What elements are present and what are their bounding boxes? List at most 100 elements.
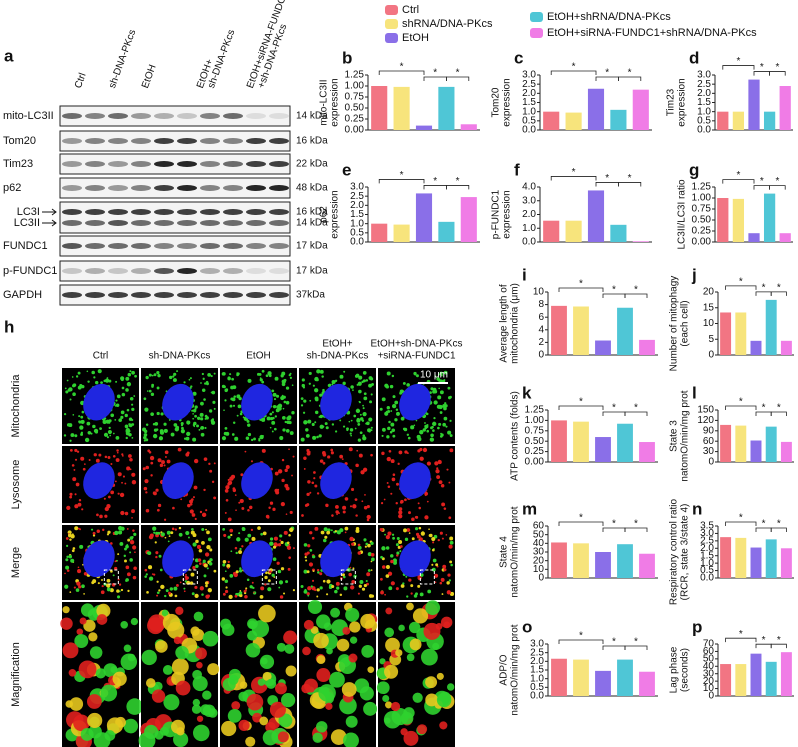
blot-band (200, 209, 220, 215)
organelle (120, 410, 125, 415)
significance-mark: * (634, 285, 638, 296)
organelle (442, 379, 446, 383)
blot-frame (59, 177, 291, 199)
organelle (143, 397, 147, 401)
organelle (63, 434, 67, 437)
organelle (335, 505, 339, 509)
organelle (380, 555, 383, 559)
organelle (146, 551, 150, 555)
y-tick-label: 2.0 (522, 209, 536, 220)
organelle (370, 560, 373, 563)
organelle (283, 400, 287, 404)
organelle (247, 423, 251, 427)
organelle (251, 586, 254, 589)
organelle (161, 609, 169, 617)
bar (573, 421, 589, 462)
organelle (96, 513, 99, 517)
y-axis-label: expression (502, 190, 513, 238)
blot-band (223, 292, 243, 298)
organelle (305, 559, 308, 562)
organelle (112, 432, 115, 435)
organelle (146, 390, 149, 392)
y-tick-label: 8 (538, 299, 544, 310)
significance-mark: * (579, 513, 583, 524)
organelle (398, 507, 403, 511)
organelle (439, 721, 448, 730)
organelle (145, 491, 148, 494)
organelle (80, 727, 94, 741)
organelle (312, 555, 316, 559)
organelle (324, 422, 328, 426)
bar (720, 312, 732, 355)
organelle (187, 423, 190, 425)
organelle (385, 546, 390, 550)
organelle (314, 526, 319, 531)
organelle (413, 424, 416, 427)
organelle (411, 517, 415, 522)
significance-mark: * (736, 56, 740, 67)
organelle (107, 429, 112, 435)
organelle (260, 532, 264, 536)
organelle (123, 718, 139, 734)
organelle (171, 527, 175, 531)
organelle (316, 595, 319, 598)
organelle (128, 432, 132, 437)
blot-band (269, 185, 289, 191)
organelle (376, 681, 390, 695)
bar (595, 437, 611, 462)
organelle (442, 422, 446, 427)
organelle (339, 696, 357, 715)
organelle (87, 430, 92, 435)
blot-band (269, 220, 289, 226)
organelle (384, 627, 395, 638)
organelle (193, 458, 199, 464)
organelle (353, 414, 357, 418)
significance-bracket (618, 182, 642, 187)
legend-swatch (385, 33, 398, 43)
organelle (224, 589, 229, 594)
organelle (191, 592, 195, 596)
organelle (66, 505, 71, 511)
panel-letter: c (514, 48, 523, 67)
organelle (193, 611, 204, 622)
organelle (142, 467, 146, 471)
organelle (310, 626, 319, 634)
panel-letter: e (342, 160, 351, 179)
blot-frame (59, 284, 291, 306)
organelle (412, 692, 423, 703)
organelle (385, 701, 393, 709)
organelle (272, 392, 277, 397)
organelle (151, 689, 166, 703)
organelle (314, 397, 319, 402)
organelle (229, 528, 234, 533)
organelle (262, 671, 272, 681)
y-tick-label: 0.5 (522, 115, 536, 126)
organelle (144, 575, 147, 578)
organelle (145, 678, 156, 688)
blot-band (269, 243, 289, 249)
organelle (227, 482, 231, 486)
organelle (369, 400, 373, 404)
organelle (282, 395, 286, 399)
y-tick-label: 0.0 (700, 573, 714, 584)
y-tick-label: 0.50 (345, 103, 365, 114)
lane-label: sh-DNA-PKcs (206, 28, 237, 90)
significance-mark: * (762, 635, 766, 646)
organelle (88, 459, 91, 462)
organelle (115, 435, 120, 440)
organelle (207, 663, 220, 676)
organelle (77, 566, 80, 569)
organelle (144, 407, 149, 412)
organelle (99, 427, 102, 431)
organelle (115, 380, 118, 383)
bar (639, 442, 655, 462)
organelle (381, 546, 386, 551)
organelle (233, 395, 237, 398)
organelle (174, 528, 178, 531)
organelle (289, 527, 294, 533)
organelle (302, 411, 306, 414)
organelle (119, 542, 124, 546)
organelle (288, 543, 291, 546)
organelle (225, 586, 228, 589)
organelle (71, 464, 75, 467)
